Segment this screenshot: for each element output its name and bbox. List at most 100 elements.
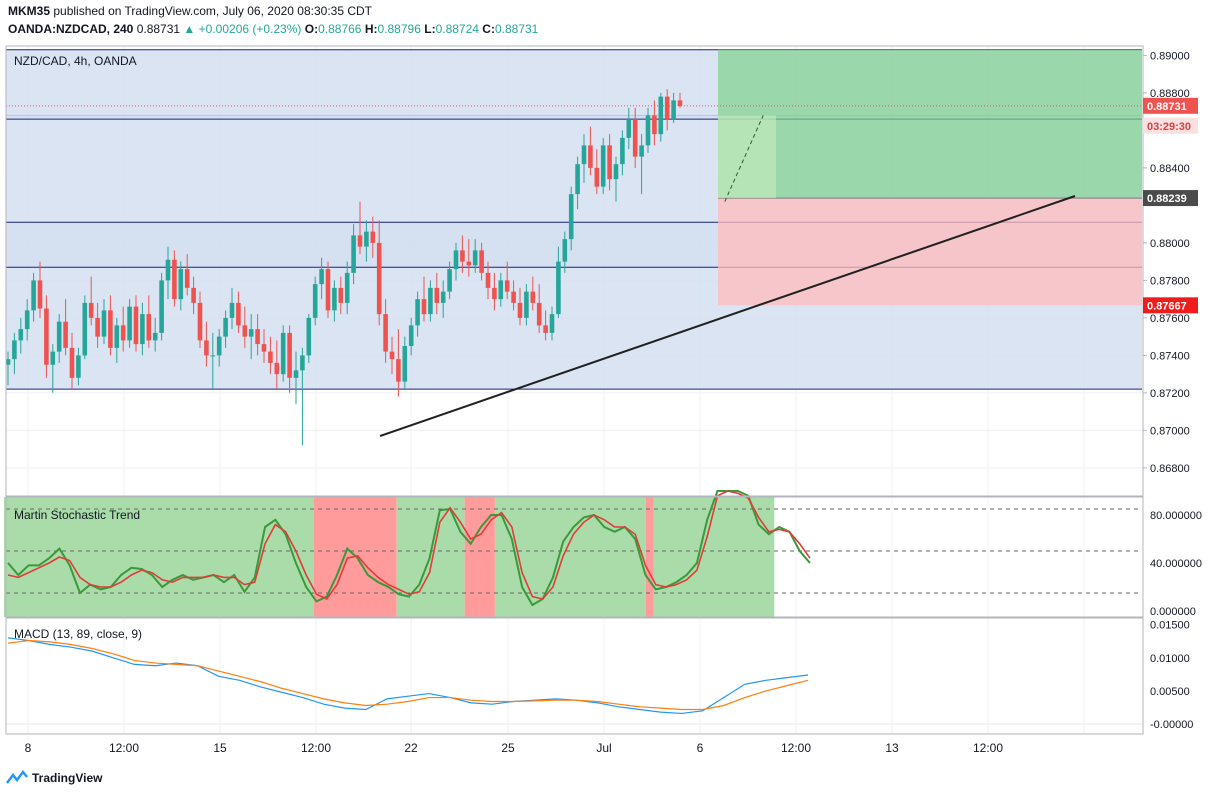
- current-price-tag: 0.88731: [1147, 101, 1187, 113]
- current-price-tag-bg: [1143, 97, 1198, 114]
- candle-body: [127, 306, 132, 341]
- stochastic-band: [494, 497, 646, 617]
- time-axis-label: 6: [697, 741, 704, 755]
- projection-line: [724, 115, 764, 202]
- macd-axis-label: 0.00500: [1150, 686, 1190, 698]
- candle-body: [146, 314, 152, 341]
- candle-body: [319, 269, 324, 285]
- candle-body: [472, 250, 478, 266]
- pane-border: [5, 617, 1144, 735]
- candle-body: [632, 119, 638, 157]
- candle-body: [229, 302, 235, 318]
- tradingview-logo-icon: [6, 770, 28, 784]
- candle-body: [191, 287, 196, 303]
- candle-body: [82, 302, 88, 356]
- candle-body: [620, 137, 625, 165]
- high-label: H:: [364, 22, 378, 36]
- price-axis-label: 0.88000: [1150, 238, 1190, 250]
- time-axis-label: 25: [501, 741, 515, 755]
- time-axis-label: 12:00: [109, 741, 139, 755]
- price-axis-label: 0.87200: [1150, 388, 1190, 400]
- candle-body: [575, 164, 580, 195]
- candle-body: [325, 269, 331, 311]
- candle-body: [658, 96, 664, 135]
- take-profit-tag-bg: [1143, 190, 1198, 207]
- candle-body: [287, 332, 292, 378]
- candle-body: [351, 235, 356, 273]
- candle-body: [600, 145, 606, 187]
- candle-body: [588, 145, 593, 168]
- candle-body: [159, 280, 164, 333]
- time-axis-label: 13: [885, 741, 899, 755]
- loss-zone: [718, 198, 1142, 306]
- candle-body: [376, 242, 382, 315]
- candle-body: [466, 261, 472, 266]
- stochastic-d-line: [7, 490, 811, 601]
- high-value: 0.88796: [377, 22, 421, 36]
- candle-body: [223, 317, 228, 337]
- candle-body: [108, 310, 113, 348]
- profit-zone: [718, 49, 1142, 199]
- candle-body: [492, 287, 497, 300]
- candle-body: [95, 317, 100, 337]
- candle-body: [88, 302, 94, 318]
- candle-body: [255, 329, 260, 345]
- candle-body: [607, 145, 612, 180]
- candle-body: [101, 310, 107, 337]
- candle-body: [50, 351, 56, 365]
- candle-body: [370, 231, 376, 243]
- candle-body: [152, 332, 158, 341]
- candle-body: [652, 115, 657, 135]
- candle-body: [293, 370, 299, 378]
- candle-body: [594, 167, 600, 187]
- candle-body: [280, 332, 286, 375]
- stochastic-axis-label: 0.000000: [1150, 606, 1196, 618]
- candle-body: [517, 302, 523, 318]
- candle-body: [312, 284, 318, 318]
- time-axis-label: 12:00: [781, 741, 811, 755]
- candle-body: [671, 100, 676, 120]
- candle-body: [300, 355, 305, 371]
- candle-body: [498, 280, 504, 300]
- candle-body: [12, 340, 17, 360]
- price-axis-label: 0.87000: [1150, 425, 1190, 437]
- low-label: L:: [424, 22, 436, 36]
- stochastic-band: [645, 497, 654, 617]
- time-axis-label: 8: [25, 741, 32, 755]
- stochastic-axis-label: 80.000000: [1150, 510, 1202, 522]
- candle-body: [511, 291, 516, 303]
- candle-body: [216, 336, 222, 356]
- price-axis-label: 0.87800: [1150, 275, 1190, 287]
- candle-body: [479, 250, 484, 273]
- pane-border: [5, 496, 1144, 618]
- candle-body: [581, 145, 587, 165]
- last-price: 0.88731: [136, 22, 181, 36]
- macd-signal-line: [7, 639, 809, 711]
- candle-body: [460, 250, 465, 262]
- candle-body: [76, 355, 81, 378]
- candle-body: [428, 287, 433, 315]
- candle-body: [530, 291, 536, 303]
- candle-body: [434, 287, 440, 303]
- stochastic-k-line: [7, 490, 811, 607]
- countdown-tag: 03:29:30: [1147, 121, 1191, 133]
- tradingview-footer[interactable]: TradingView: [6, 770, 102, 786]
- publish-info: MKM35 published on TradingView.com, July…: [8, 4, 372, 18]
- candle-body: [364, 231, 369, 247]
- time-axis-label: 22: [404, 741, 418, 755]
- candle-body: [626, 119, 632, 138]
- candle-body: [543, 325, 548, 333]
- candle-body: [236, 302, 241, 326]
- countdown-tag-bg: [1143, 117, 1198, 134]
- price-axis-label: 0.88400: [1150, 163, 1190, 175]
- candle-body: [383, 314, 388, 352]
- price-axis-label: 0.86800: [1150, 463, 1190, 475]
- candle-body: [63, 321, 68, 348]
- price-axis-label: 0.89000: [1150, 50, 1190, 62]
- time-axis-label: 15: [213, 741, 227, 755]
- macd-pane-title: MACD (13, 89, close, 9): [14, 627, 142, 641]
- candle-body: [402, 346, 408, 382]
- candle-body: [415, 299, 420, 326]
- candle-body: [440, 291, 446, 303]
